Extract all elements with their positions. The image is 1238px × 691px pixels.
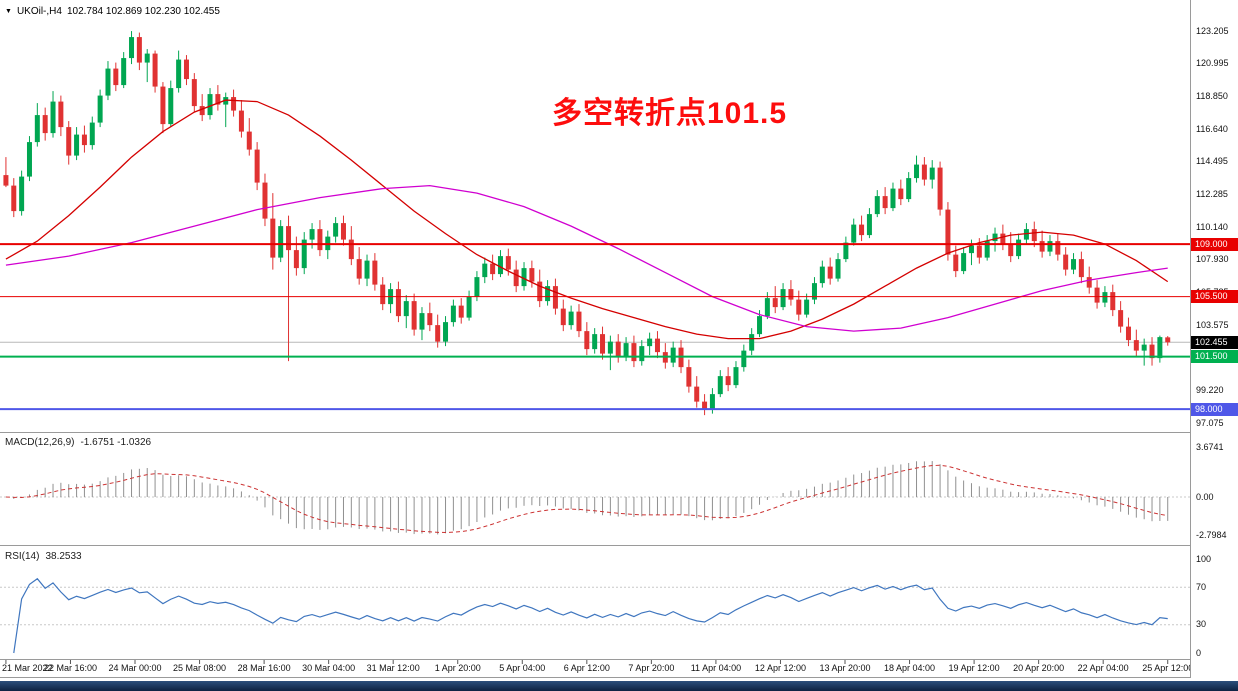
ohlc-values: 102.784 102.869 102.230 102.455 [66, 6, 220, 17]
rsi-title: RSI(14) [5, 551, 40, 562]
time-axis-label: 7 Apr 20:00 [628, 663, 675, 673]
chart-annotation-text[interactable]: 多空转折点101.5 [552, 97, 788, 130]
time-axis-label: 1 Apr 20:00 [434, 663, 481, 673]
ma-slow-magenta-line[interactable] [5, 184, 1168, 332]
rsi-scale-label: 0 [1196, 647, 1202, 658]
price-scale[interactable]: 123.205 120.995 118.850 116.640 114.495 112.2… [1191, 0, 1238, 678]
rsi-value: 38.2533 [45, 551, 82, 562]
price-scale-label: 116.640 [1196, 123, 1228, 134]
time-axis-label: 6 Apr 12:00 [563, 663, 610, 673]
time-axis-label: 18 Apr 04:00 [884, 663, 936, 673]
macd-scale-label: 3.6741 [1196, 441, 1224, 452]
rsi-scale-label: 30 [1196, 619, 1207, 630]
ma-fast-red-line[interactable] [5, 99, 1169, 340]
rsi-scale-label: 100 [1196, 553, 1212, 564]
macd-signal-line[interactable] [5, 464, 1168, 534]
price-scale-label: 123.205 [1196, 25, 1229, 36]
price-scale-label: 97.075 [1196, 417, 1224, 428]
price-scale-label: 114.495 [1196, 156, 1228, 167]
price-line-badge: 109.000 [1191, 237, 1238, 251]
time-axis-label: 5 Apr 04:00 [499, 663, 546, 673]
price-line-badge: 98.000 [1191, 402, 1238, 416]
time-axis-label: 20 Apr 20:00 [1013, 663, 1065, 673]
chart-title: ▼ UKOil-,H4 102.784 102.869 102.230 102.… [5, 6, 220, 17]
time-axis-label: 25 Apr 12:00 [1142, 663, 1190, 673]
time-axis[interactable]: 21 Mar 2022 22 Mar 16:00 24 Mar 00:00 25 Ma… [0, 661, 1190, 677]
time-axis-label: 22 Mar 16:00 [43, 663, 97, 673]
rsi-indicator-label: RSI(14) 38.2533 [5, 551, 82, 562]
time-axis-label: 13 Apr 20:00 [819, 663, 871, 673]
time-axis-label: 31 Mar 12:00 [366, 663, 420, 673]
price-scale-label: 99.220 [1196, 384, 1224, 395]
price-scale-label: 120.995 [1196, 58, 1229, 69]
time-axis-label: 30 Mar 04:00 [302, 663, 356, 673]
time-axis-label: 19 Apr 12:00 [948, 663, 1000, 673]
macd-values: -1.6751 -1.0326 [80, 437, 152, 448]
current-price-badge: 102.455 [1191, 335, 1238, 349]
time-axis-label: 28 Mar 16:00 [237, 663, 291, 673]
price-scale-label: 103.575 [1196, 319, 1229, 330]
macd-indicator-label: MACD(12,26,9) -1.6751 -1.0326 [5, 437, 151, 448]
time-axis-label: 21 Mar 2022 [2, 663, 53, 673]
macd-scale-label: -2.7984 [1196, 529, 1227, 540]
macd-title: MACD(12,26,9) [5, 437, 75, 448]
time-axis-label: 25 Mar 08:00 [173, 663, 227, 673]
price-scale-label: 107.930 [1196, 254, 1229, 265]
price-scale-label: 112.285 [1196, 188, 1228, 199]
rsi-line[interactable] [13, 577, 1168, 654]
macd-scale-label: 0.00 [1196, 491, 1214, 502]
price-line-badge: 101.500 [1191, 350, 1238, 364]
symbol-timeframe: UKOil-,H4 [16, 6, 62, 17]
macd-histogram[interactable] [6, 461, 1169, 535]
bottom-window-edge [0, 681, 1238, 691]
time-axis-label: 24 Mar 00:00 [108, 663, 162, 673]
collapse-triangle-icon[interactable]: ▼ [5, 8, 12, 15]
time-axis-label: 22 Apr 04:00 [1077, 663, 1129, 673]
price-line-badge: 105.500 [1191, 290, 1238, 304]
candles[interactable] [3, 31, 1171, 416]
price-scale-label: 118.850 [1196, 90, 1228, 101]
rsi-scale-label: 70 [1196, 581, 1207, 592]
time-axis-label: 11 Apr 04:00 [690, 663, 742, 673]
price-scale-label: 110.140 [1196, 221, 1228, 232]
time-axis-label: 12 Apr 12:00 [754, 663, 806, 673]
